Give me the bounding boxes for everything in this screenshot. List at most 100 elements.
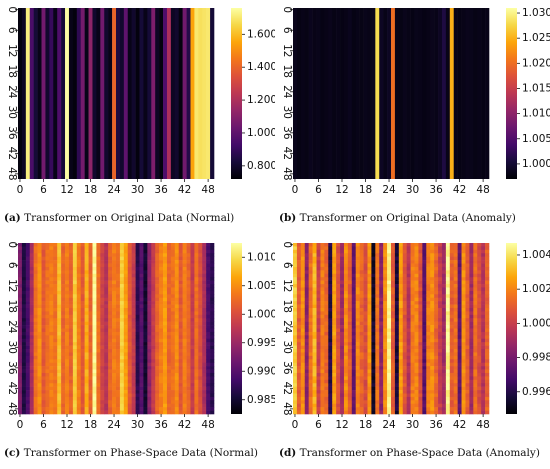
heatmap-cell <box>190 335 195 340</box>
heatmap-cell <box>336 325 341 329</box>
heatmap-cell <box>210 273 215 278</box>
heatmap-cell <box>438 311 443 316</box>
heatmap-cell <box>119 263 125 268</box>
heatmap-cell <box>422 284 427 288</box>
heatmap-cell <box>414 376 419 381</box>
heatmap-cell <box>465 263 470 268</box>
heatmap-cell <box>76 407 82 411</box>
heatmap-cell <box>406 376 411 381</box>
heatmap-cell <box>159 318 164 322</box>
heatmap-cell <box>445 290 451 295</box>
heatmap-cell <box>387 393 392 398</box>
heatmap-cell <box>422 263 427 268</box>
heatmap-cell <box>198 393 203 398</box>
heatmap-cell <box>332 256 337 261</box>
heatmap-cell <box>139 246 144 251</box>
heatmap-cell <box>49 243 54 247</box>
heatmap-cell <box>328 407 333 411</box>
heatmap-cell <box>159 352 164 357</box>
heatmap-cell <box>57 342 62 346</box>
heatmap-cell <box>426 290 431 295</box>
heatmap-cell <box>312 314 317 319</box>
heatmap-cell <box>414 383 419 387</box>
heatmap-cell <box>202 253 207 257</box>
heatmap-cell <box>426 396 431 401</box>
heatmap-cell <box>441 362 447 367</box>
heatmap-cell <box>33 301 38 305</box>
heatmap-cell <box>293 284 298 288</box>
heatmap-cell <box>159 256 164 261</box>
heatmap-cell <box>406 270 411 275</box>
heatmap-cell <box>355 256 360 261</box>
heatmap-cell <box>80 376 85 381</box>
heatmap-cell <box>363 273 368 278</box>
heatmap-cell <box>76 355 82 360</box>
heatmap-cell <box>441 277 447 281</box>
heatmap-cell <box>112 301 117 305</box>
heatmap-cell <box>33 342 38 346</box>
heatmap-cell <box>116 359 121 363</box>
heatmap-cell <box>316 290 321 295</box>
heatmap-cell <box>147 307 152 312</box>
heatmap-cell <box>57 410 62 415</box>
heatmap-cell <box>343 260 349 264</box>
heatmap-cell <box>49 321 54 326</box>
heatmap-cell <box>84 362 89 367</box>
heatmap-cell <box>37 410 42 415</box>
heatmap-cell <box>72 290 78 295</box>
heatmap-cell <box>434 287 439 292</box>
heatmap-cell <box>430 246 435 251</box>
heatmap-cell <box>108 270 113 275</box>
heatmap-cell <box>304 266 309 271</box>
heatmap-cell <box>202 311 207 316</box>
heatmap-cell <box>202 284 207 288</box>
heatmap-cell <box>41 396 46 401</box>
heatmap-cell <box>328 301 333 305</box>
heatmap-cell <box>53 342 58 346</box>
heatmap-cell <box>76 311 82 316</box>
heatmap-cell <box>116 318 121 322</box>
heatmap-cell <box>328 287 333 292</box>
heatmap-cell <box>363 355 368 360</box>
heatmap-cell <box>379 294 384 299</box>
heatmap-cell <box>119 314 125 319</box>
heatmap-cell <box>445 359 451 363</box>
heatmap-column <box>84 8 89 179</box>
heatmap-cell <box>127 386 132 391</box>
heatmap-cell <box>438 338 443 343</box>
heatmap-cell <box>166 253 172 257</box>
heatmap-cell <box>127 307 132 312</box>
heatmap-cell <box>25 362 31 367</box>
heatmap-cell <box>88 372 93 377</box>
heatmap-cell <box>65 386 70 391</box>
heatmap-cell <box>61 284 66 288</box>
heatmap-cell <box>155 372 160 377</box>
heatmap-cell <box>210 304 215 309</box>
heatmap-cell <box>37 284 42 288</box>
heatmap-cell <box>320 328 325 333</box>
heatmap-cell <box>438 263 443 268</box>
heatmap-cell <box>21 390 27 394</box>
heatmap-cell <box>343 403 349 408</box>
heatmap-cell <box>174 277 180 281</box>
heatmap-cell <box>312 266 317 271</box>
heatmap-cell <box>430 349 435 353</box>
heatmap-cell <box>202 266 207 271</box>
heatmap-cell <box>206 294 211 299</box>
heatmap-cell <box>202 328 207 333</box>
heatmap-cell <box>465 290 470 295</box>
heatmap-cell <box>202 342 207 346</box>
heatmap-cell <box>37 407 42 411</box>
heatmap-cell <box>76 403 82 408</box>
heatmap-cell <box>340 318 345 322</box>
heatmap-cell <box>414 318 419 322</box>
heatmap-cell <box>328 256 333 261</box>
heatmap-cell <box>391 386 396 391</box>
heatmap-cell <box>29 335 34 340</box>
heatmap-cell <box>375 266 380 271</box>
heatmap-cell <box>316 301 321 305</box>
heatmap-cell <box>135 390 140 394</box>
heatmap-cell <box>351 366 357 370</box>
heatmap-cell <box>316 297 321 302</box>
heatmap-cell <box>445 379 451 384</box>
